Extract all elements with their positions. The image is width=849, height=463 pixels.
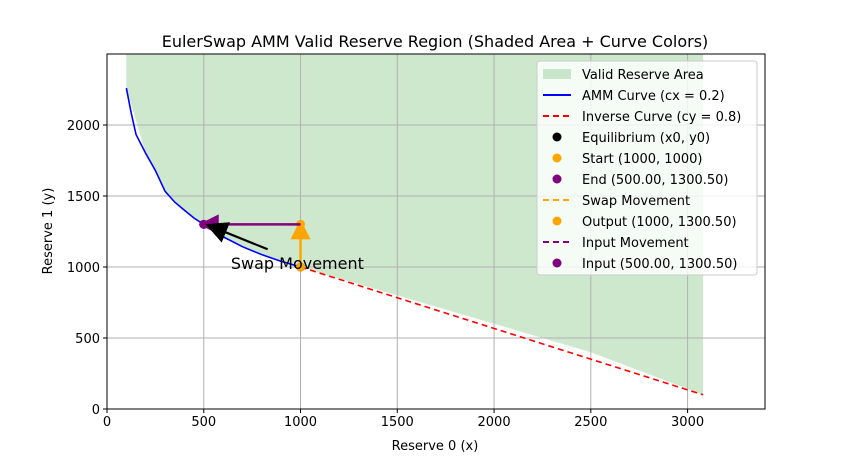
y-tick-label: 2000 xyxy=(67,119,100,134)
y-axis-label: Reserve 1 (y) xyxy=(41,188,56,275)
y-axis: 0 500 1000 1500 2000 xyxy=(67,119,107,418)
legend-label: AMM Curve (cx = 0.2) xyxy=(582,89,725,104)
x-tick-label: 500 xyxy=(191,415,216,430)
chart-title: EulerSwap AMM Valid Reserve Region (Shad… xyxy=(162,32,709,51)
legend-label: Input Movement xyxy=(582,236,689,251)
annotation-arrow xyxy=(205,222,269,251)
legend-swatch xyxy=(552,258,562,268)
annotations: Swap Movement xyxy=(205,222,364,273)
legend-label: Input (500.00, 1300.50) xyxy=(582,257,737,272)
legend-swatch xyxy=(552,216,562,226)
legend-label: Output (1000, 1300.50) xyxy=(582,215,737,230)
legend-label: Equilibrium (x0, y0) xyxy=(582,131,710,146)
legend-box xyxy=(536,60,758,276)
y-tick-label: 0 xyxy=(92,403,100,418)
data-point-9 xyxy=(199,219,209,229)
x-tick-label: 2000 xyxy=(478,415,511,430)
annotation-text: Swap Movement xyxy=(231,254,364,273)
legend: Valid Reserve Area AMM Curve (cx = 0.2) In… xyxy=(536,60,758,276)
legend-label: Start (1000, 1000) xyxy=(582,152,702,167)
y-tick-label: 1500 xyxy=(67,190,100,205)
legend-swatch xyxy=(552,153,562,163)
x-tick-label: 2500 xyxy=(574,415,607,430)
y-tick-label: 1000 xyxy=(67,261,100,276)
x-tick-label: 0 xyxy=(103,415,111,430)
y-tick-label: 500 xyxy=(75,332,100,347)
legend-swatch xyxy=(552,132,562,142)
legend-swatch xyxy=(552,174,562,184)
x-axis-label: Reserve 0 (x) xyxy=(392,439,479,454)
x-tick-label: 1500 xyxy=(381,415,414,430)
inverse-curve-line xyxy=(300,266,704,396)
legend-label: Valid Reserve Area xyxy=(582,68,704,83)
x-tick-label: 3000 xyxy=(671,415,704,430)
legend-swatch xyxy=(543,69,571,79)
plot-frame xyxy=(106,53,766,410)
amm-curve-line xyxy=(125,87,301,268)
legend-label: Inverse Curve (cy = 0.8) xyxy=(582,110,741,125)
x-tick-label: 1000 xyxy=(284,415,317,430)
legend-label: Swap Movement xyxy=(582,194,690,209)
x-axis: 0 500 1000 1500 2000 2500 3000 xyxy=(103,409,704,430)
legend-label: End (500.00, 1300.50) xyxy=(582,173,729,188)
